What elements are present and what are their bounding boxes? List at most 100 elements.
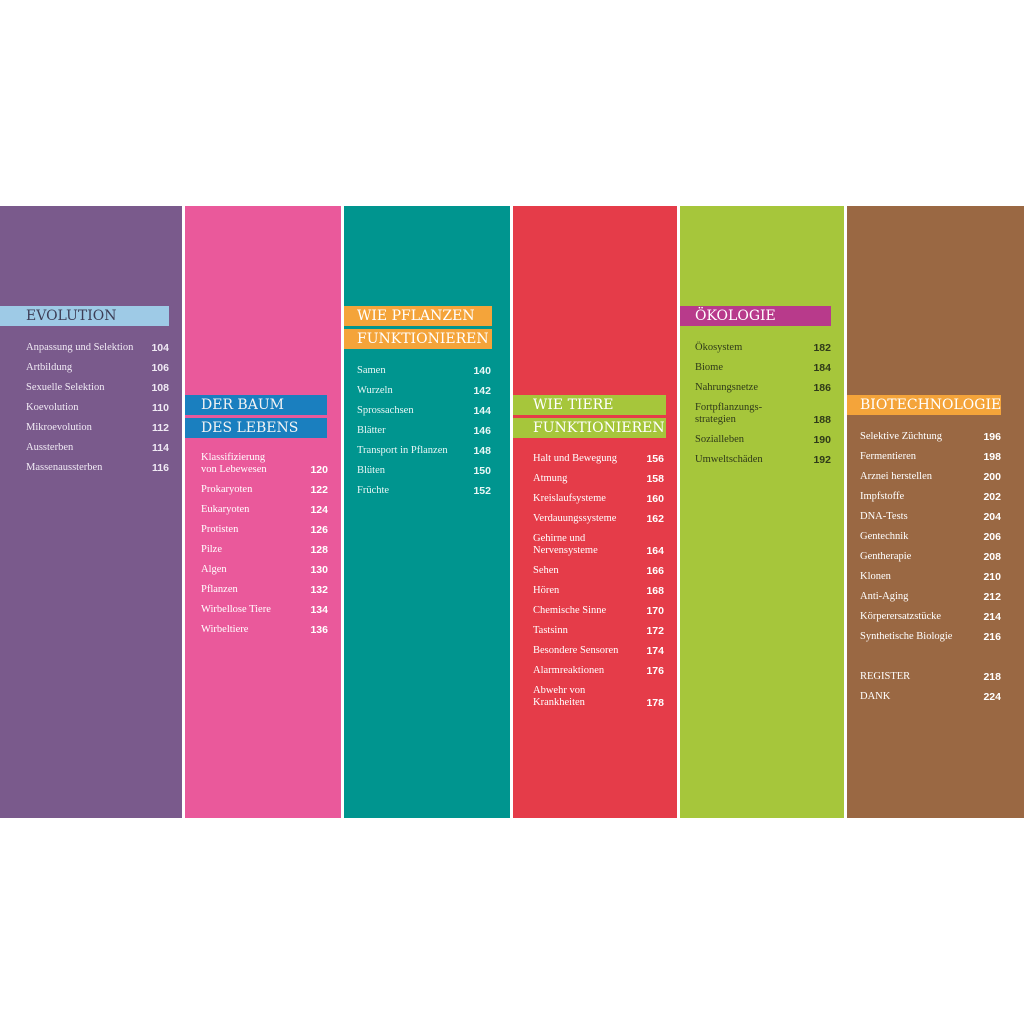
- title-bar: [680, 306, 831, 326]
- entry-label: Gentherapie: [860, 551, 912, 562]
- section-title: FUNKTIONIEREN: [533, 420, 665, 436]
- entry-label: Impfstoffe: [860, 491, 905, 502]
- entry-label: Gentechnik: [860, 531, 909, 542]
- page-number: 214: [983, 611, 1001, 623]
- page-number: 206: [983, 531, 1001, 543]
- entry-label: Blätter: [357, 425, 386, 436]
- page-number: 212: [983, 591, 1001, 603]
- page-number: 106: [151, 362, 169, 374]
- page-number: 186: [813, 382, 831, 394]
- page-number: 188: [813, 414, 831, 426]
- entry-label: Wirbeltiere: [201, 624, 249, 635]
- entry-label: Sozialleben: [695, 434, 744, 445]
- page-number: 142: [473, 385, 491, 397]
- page-number: 148: [473, 445, 491, 457]
- entry-label: Halt und Bewegung: [533, 453, 617, 464]
- entry-label: Nervensysteme: [533, 545, 598, 556]
- page-number: 162: [646, 513, 664, 525]
- page-number: 160: [646, 493, 664, 505]
- entry-label: Kreislaufsysteme: [533, 493, 606, 504]
- column-panel: [344, 206, 510, 818]
- page-number: 112: [152, 422, 169, 434]
- entry-label: Tastsinn: [533, 625, 568, 636]
- entry-label: Wurzeln: [357, 385, 393, 396]
- column-panel: [847, 206, 1024, 818]
- entry-label: Atmung: [533, 473, 568, 484]
- page-number: 190: [813, 434, 831, 446]
- entry-label: Abwehr von: [533, 685, 586, 696]
- entry-label: Koevolution: [26, 402, 79, 413]
- entry-label: DANK: [860, 691, 891, 702]
- entry-label: Protisten: [201, 524, 239, 535]
- entry-label: Transport in Pflanzen: [357, 445, 448, 456]
- entry-label: Hören: [533, 585, 560, 596]
- entry-label: Fermentieren: [860, 451, 916, 462]
- entry-label: Gehirne und: [533, 533, 586, 544]
- column-panel: [0, 206, 182, 818]
- entry-label: Aussterben: [26, 442, 74, 453]
- page-number: 108: [151, 382, 169, 394]
- entry-label: Klassifizierung: [201, 452, 266, 463]
- section-title: DER BAUM: [201, 397, 284, 413]
- entry-label: Arznei herstellen: [860, 471, 933, 482]
- page-number: 182: [813, 342, 831, 354]
- page-number: 168: [646, 585, 664, 597]
- entry-label: Massenaussterben: [26, 462, 103, 473]
- page-number: 172: [646, 625, 664, 637]
- page-number: 122: [310, 484, 328, 496]
- section-title: DES LEBENS: [201, 420, 299, 436]
- entry-label: Sprossachsen: [357, 405, 414, 416]
- column-panel: [185, 206, 341, 818]
- entry-label: Samen: [357, 365, 386, 376]
- page-number: 110: [152, 402, 169, 414]
- entry-label: REGISTER: [860, 671, 911, 682]
- entry-label: Sexuelle Selektion: [26, 382, 105, 393]
- entry-label: Früchte: [357, 485, 390, 496]
- page-number: 166: [646, 565, 664, 577]
- page-number: 164: [646, 545, 664, 557]
- page-number: 130: [310, 564, 328, 576]
- entry-label: Körperersatzstücke: [860, 611, 942, 622]
- page-number: 144: [473, 405, 491, 417]
- page-number: 104: [151, 342, 169, 354]
- page-number: 128: [310, 544, 328, 556]
- page-number: 126: [310, 524, 328, 536]
- entry-label: von Lebewesen: [201, 464, 267, 475]
- title-bar: [0, 306, 169, 326]
- page-number: 124: [310, 504, 328, 516]
- entry-label: Selektive Züchtung: [860, 431, 942, 442]
- entry-label: Pflanzen: [201, 584, 238, 595]
- entry-label: Mikroevolution: [26, 422, 92, 433]
- page-number: 114: [152, 442, 169, 454]
- entry-label: DNA-Tests: [860, 511, 908, 522]
- column-panel: [680, 206, 844, 818]
- page-number: 176: [646, 665, 664, 677]
- title-bar: [847, 395, 1001, 415]
- column-panel: [513, 206, 677, 818]
- title-bar: [185, 418, 327, 438]
- page-number: 146: [473, 425, 491, 437]
- page-number: 208: [983, 551, 1001, 563]
- entry-label: Fortpflanzungs-: [695, 402, 763, 413]
- title-bar: [344, 329, 492, 349]
- page-number: 152: [473, 485, 491, 497]
- section-title: WIE PFLANZEN: [357, 308, 475, 324]
- page-number: 158: [646, 473, 664, 485]
- page-number: 136: [310, 624, 328, 636]
- section-title: BIOTECHNOLOGIE: [860, 397, 1002, 413]
- section-title: WIE TIERE: [533, 397, 614, 413]
- page-number: 170: [646, 605, 664, 617]
- page-number: 198: [983, 451, 1001, 463]
- section-title: FUNKTIONIEREN: [357, 331, 489, 347]
- entry-label: Chemische Sinne: [533, 605, 607, 616]
- page-number: 204: [983, 511, 1001, 523]
- entry-label: Umweltschäden: [695, 454, 763, 465]
- page-number: 156: [646, 453, 664, 465]
- page-number: 140: [473, 365, 491, 377]
- entry-label: Krankheiten: [533, 697, 585, 708]
- entry-label: Wirbellose Tiere: [201, 604, 271, 615]
- title-bar: [513, 395, 666, 415]
- page-number: 202: [983, 491, 1001, 503]
- entry-label: Pilze: [201, 544, 222, 555]
